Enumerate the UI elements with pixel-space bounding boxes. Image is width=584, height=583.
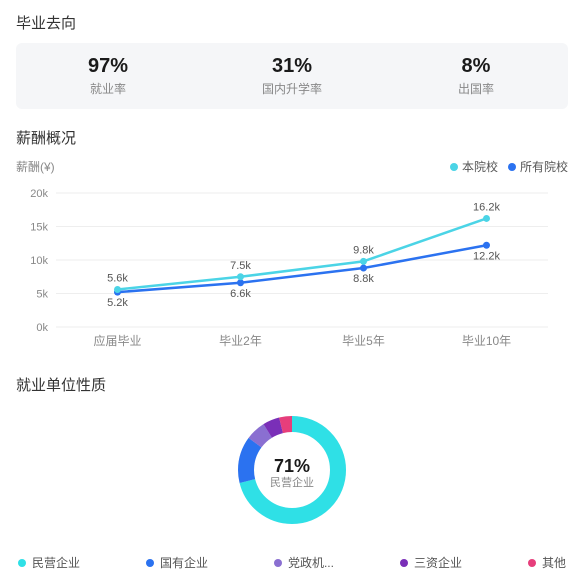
svg-text:16.2k: 16.2k [473, 201, 500, 213]
svg-text:15k: 15k [30, 222, 48, 234]
legend-label: 民营企业 [32, 554, 80, 571]
svg-text:6.6k: 6.6k [230, 288, 251, 300]
legend-dot-icon [450, 163, 458, 171]
stat-domestic-study: 31% 国内升学率 [200, 55, 384, 97]
salary-legend: 本院校 所有院校 [450, 158, 568, 175]
legend-label: 国有企业 [160, 554, 208, 571]
salary-section: 薪酬概况 薪酬(¥) 本院校 所有院校 0k 5k 10k 15k 20k 应届毕业 毕业2年… [16, 127, 568, 356]
employer-section: 就业单位性质 71%民营企业 民营企业国有企业党政机...三资企业其他 [16, 374, 568, 571]
svg-text:20k: 20k [30, 188, 48, 200]
legend-label: 本院校 [462, 158, 498, 175]
legend-label: 其他 [542, 554, 566, 571]
svg-text:应届毕业: 应届毕业 [93, 333, 141, 348]
legend-dot-icon [146, 559, 154, 567]
legend-dot-icon [528, 559, 536, 567]
svg-text:12.2k: 12.2k [473, 250, 500, 262]
legend-dot-icon [274, 559, 282, 567]
stat-label: 出国率 [384, 80, 568, 97]
salary-chart-header: 薪酬(¥) 本院校 所有院校 [16, 158, 568, 175]
stat-value: 97% [16, 55, 200, 78]
salary-title: 薪酬概况 [16, 127, 568, 148]
stat-employment: 97% 就业率 [16, 55, 200, 97]
employer-legend-item[interactable]: 民营企业 [18, 554, 80, 571]
legend-label: 所有院校 [520, 158, 568, 175]
svg-text:民营企业: 民营企业 [270, 475, 314, 489]
svg-text:毕业5年: 毕业5年 [342, 334, 385, 348]
legend-item[interactable]: 本院校 [450, 158, 498, 175]
svg-text:5k: 5k [36, 289, 48, 301]
donut-svg: 71%民营企业 [212, 405, 372, 535]
legend-dot-icon [400, 559, 408, 567]
employer-title: 就业单位性质 [16, 374, 568, 395]
salary-y-title: 薪酬(¥) [16, 158, 55, 175]
stat-label: 就业率 [16, 80, 200, 97]
salary-chart-svg: 0k 5k 10k 15k 20k 应届毕业 毕业2年 毕业5年 毕业10年 5.2k 6.6k 8.… [16, 181, 568, 351]
stat-value: 31% [200, 55, 384, 78]
destination-title: 毕业去向 [16, 12, 568, 33]
svg-text:7.5k: 7.5k [230, 260, 251, 272]
employer-donut-chart: 71%民营企业 [16, 405, 568, 540]
svg-text:8.8k: 8.8k [353, 273, 374, 285]
employer-legend-item[interactable]: 国有企业 [146, 554, 208, 571]
svg-text:5.6k: 5.6k [107, 272, 128, 284]
stat-value: 8% [384, 55, 568, 78]
legend-label: 三资企业 [414, 554, 462, 571]
svg-text:10k: 10k [30, 255, 48, 267]
stat-label: 国内升学率 [200, 80, 384, 97]
destination-stats-bar: 97% 就业率 31% 国内升学率 8% 出国率 [16, 43, 568, 109]
svg-text:9.8k: 9.8k [353, 244, 374, 256]
svg-text:71%: 71% [274, 456, 310, 476]
svg-text:毕业2年: 毕业2年 [219, 334, 262, 348]
legend-dot-icon [18, 559, 26, 567]
legend-dot-icon [508, 163, 516, 171]
legend-item[interactable]: 所有院校 [508, 158, 568, 175]
stat-abroad: 8% 出国率 [384, 55, 568, 97]
employer-legend-item[interactable]: 三资企业 [400, 554, 462, 571]
svg-text:0k: 0k [36, 322, 48, 334]
employer-legend-item[interactable]: 党政机... [274, 554, 334, 571]
salary-line-chart: 0k 5k 10k 15k 20k 应届毕业 毕业2年 毕业5年 毕业10年 5.2k 6.6k 8.… [16, 181, 568, 356]
svg-text:毕业10年: 毕业10年 [462, 334, 511, 348]
employer-legend-item[interactable]: 其他 [528, 554, 566, 571]
legend-label: 党政机... [288, 554, 334, 571]
destination-section: 毕业去向 97% 就业率 31% 国内升学率 8% 出国率 [16, 12, 568, 109]
svg-text:5.2k: 5.2k [107, 297, 128, 309]
employer-legend: 民营企业 国有企业 党政机... 三资企业 其他 [16, 554, 568, 571]
